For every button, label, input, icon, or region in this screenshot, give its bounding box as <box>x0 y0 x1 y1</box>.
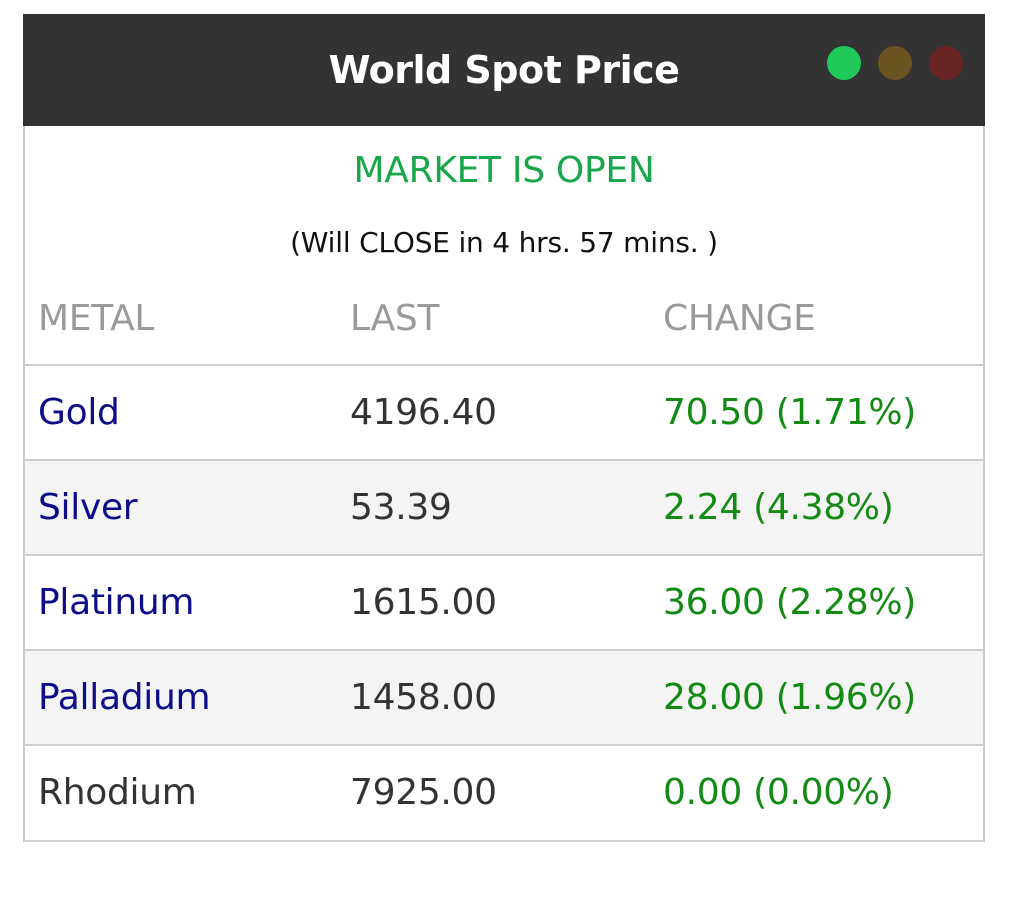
price-table: Gold 4196.40 70.50 (1.71%) Silver 53.39 … <box>25 366 983 839</box>
column-header-metal: METAL <box>38 298 155 339</box>
spot-price-widget: World Spot Price MARKET IS OPEN (Will CL… <box>23 14 985 842</box>
table-header: METAL LAST CHANGE <box>25 298 983 366</box>
market-status: MARKET IS OPEN <box>353 150 655 191</box>
price-change: 28.00 (1.96%) <box>663 677 917 718</box>
window-controls <box>827 46 963 80</box>
table-row: Rhodium 7925.00 0.00 (0.00%) <box>25 746 983 839</box>
metal-link[interactable]: Palladium <box>38 677 211 718</box>
table-row: Silver 53.39 2.24 (4.38%) <box>25 461 983 556</box>
price-change: 2.24 (4.38%) <box>663 487 894 528</box>
last-price: 53.39 <box>350 487 452 528</box>
metal-name: Rhodium <box>38 772 197 813</box>
market-close-note: (Will CLOSE in 4 hrs. 57 mins. ) <box>290 226 718 259</box>
red-dot-icon[interactable] <box>929 46 963 80</box>
metal-link[interactable]: Silver <box>38 487 138 528</box>
last-price: 4196.40 <box>350 392 497 433</box>
table-row: Palladium 1458.00 28.00 (1.96%) <box>25 651 983 746</box>
olive-dot-icon[interactable] <box>878 46 912 80</box>
table-row: Gold 4196.40 70.50 (1.71%) <box>25 366 983 461</box>
price-change: 70.50 (1.71%) <box>663 392 917 433</box>
column-header-last: LAST <box>350 298 440 339</box>
column-header-change: CHANGE <box>663 298 816 339</box>
widget-header: World Spot Price <box>23 14 985 126</box>
price-change: 36.00 (2.28%) <box>663 582 917 623</box>
table-row: Platinum 1615.00 36.00 (2.28%) <box>25 556 983 651</box>
price-change: 0.00 (0.00%) <box>663 772 894 813</box>
metal-link[interactable]: Platinum <box>38 582 195 623</box>
green-dot-icon[interactable] <box>827 46 861 80</box>
widget-title: World Spot Price <box>328 48 680 92</box>
last-price: 1458.00 <box>350 677 497 718</box>
metal-link[interactable]: Gold <box>38 392 120 433</box>
last-price: 7925.00 <box>350 772 497 813</box>
last-price: 1615.00 <box>350 582 497 623</box>
